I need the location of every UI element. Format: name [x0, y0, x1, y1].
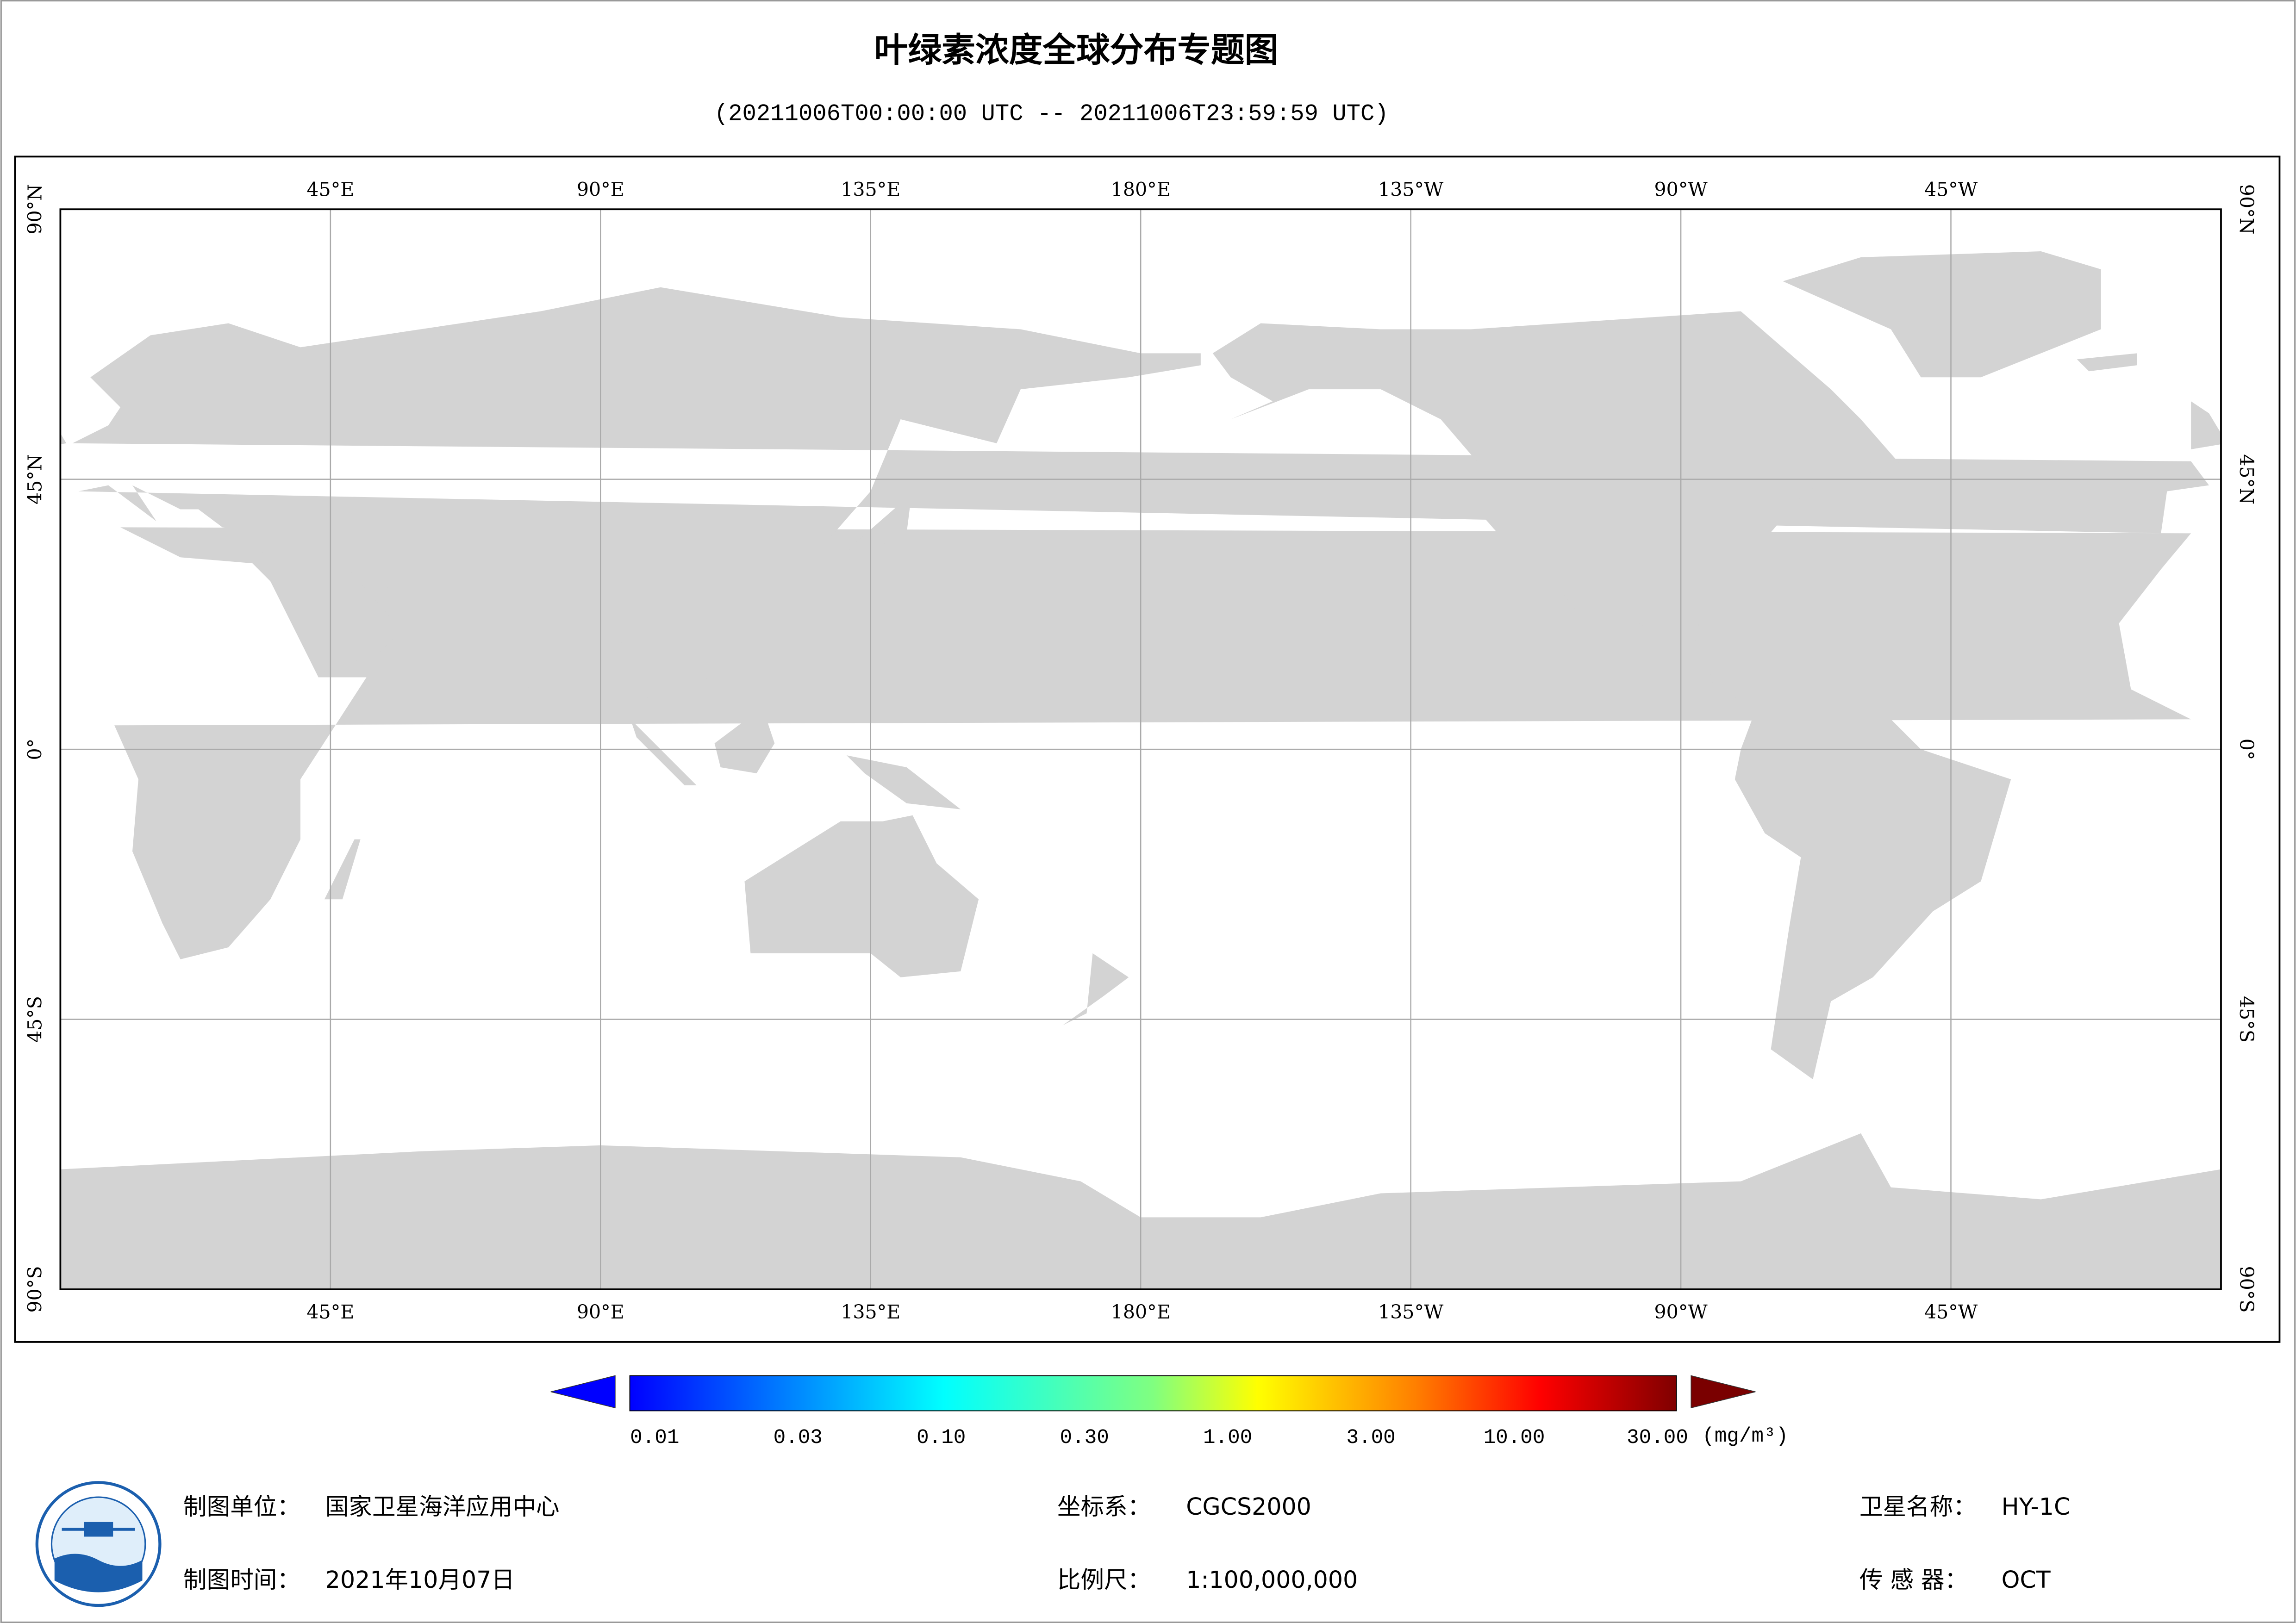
footer-value: 国家卫星海洋应用中心: [325, 1493, 560, 1520]
footer-value: HY-1C: [2002, 1493, 2071, 1520]
lat-label: 0°: [24, 739, 46, 760]
land: [2191, 401, 2221, 449]
lon-label: 90°E: [577, 1301, 624, 1323]
lon-label: 135°W: [1378, 1301, 1444, 1323]
land: [324, 839, 361, 900]
land: [846, 755, 961, 809]
lon-label: 45°E: [306, 179, 354, 201]
lat-label: 90°S: [2235, 1266, 2258, 1312]
land: [2077, 353, 2137, 372]
colorbar-ticks: 0.01 0.03 0.10 0.30 1.00 3.00 10.00 30.00: [630, 1426, 1688, 1449]
colorbar-tick-label: 30.00: [1627, 1426, 1688, 1449]
lat-label: 45°N: [24, 454, 46, 504]
lon-label: 45°W: [1924, 179, 1978, 201]
footer-label: 卫星名称：: [1859, 1493, 1977, 1520]
footer-value: 2021年10月07日: [325, 1566, 515, 1593]
land: [60, 433, 67, 445]
graticule-labels: 45°E 45°E 90°E 90°E 135°E 135°E 180°E 180°E 135°…: [24, 179, 2258, 1323]
map-border: [59, 208, 2222, 1290]
footer-value: CGCS2000: [1186, 1493, 1311, 1520]
lon-label: 90°E: [577, 179, 624, 201]
subtitle: (20211006T00:00:00 UTC -- 20211006T23:59…: [714, 101, 1389, 127]
land: [630, 719, 697, 785]
footer-label: 传 感 器：: [1859, 1566, 1968, 1593]
lon-label: 135°E: [841, 179, 900, 201]
land: [1734, 689, 2011, 1080]
colorbar: [629, 1375, 1677, 1412]
colorbar-unit: (mg/m³): [1702, 1425, 1788, 1448]
lat-label: 45°N: [2235, 454, 2258, 504]
footer-label: 坐标系：: [1057, 1493, 1151, 1520]
title: 叶绿素浓度全球分布专题图: [874, 31, 1279, 70]
footer-value: OCT: [2002, 1566, 2051, 1593]
footer-label: 制图单位：: [183, 1493, 300, 1520]
footer-value: 1:100,000,000: [1186, 1566, 1358, 1593]
land: [744, 815, 979, 977]
colorbar-over: [1691, 1375, 1756, 1409]
lon-label: 135°W: [1378, 179, 1444, 201]
land: [1212, 311, 1903, 702]
lat-label: 45°S: [24, 996, 46, 1043]
graticule: [60, 209, 2221, 1289]
lat-label: 0°: [2235, 739, 2258, 760]
colorbar-tick-label: 0.10: [917, 1426, 966, 1449]
lat-label: 45°S: [2235, 996, 2258, 1043]
logo: [35, 1481, 162, 1607]
footer-label: 比例尺：: [1057, 1566, 1151, 1593]
colorbar-tick-label: 0.03: [774, 1426, 823, 1449]
land: [714, 707, 775, 773]
land: [1783, 251, 2101, 378]
colorbar-tick-label: 0.30: [1060, 1426, 1109, 1449]
lon-label: 90°W: [1654, 1301, 1708, 1323]
lat-label: 90°N: [2235, 184, 2258, 235]
colorbar-tick-label: 3.00: [1346, 1426, 1395, 1449]
lon-label: 180°E: [1111, 1301, 1171, 1323]
lat-label: 90°S: [24, 1266, 46, 1312]
map-frame: [14, 155, 2281, 1343]
colorbar-tick-label: 10.00: [1484, 1426, 1545, 1449]
lon-label: 45°W: [1924, 1301, 1978, 1323]
land: [1062, 953, 1129, 1026]
footer-label: 制图时间：: [183, 1566, 300, 1593]
lon-label: 135°E: [841, 1301, 900, 1323]
lon-label: 90°W: [1654, 179, 1708, 201]
colorbar-tick-label: 1.00: [1203, 1426, 1252, 1449]
lat-label: 90°N: [24, 184, 46, 235]
lon-label: 180°E: [1111, 179, 1171, 201]
colorbar-tick-label: 0.01: [630, 1426, 679, 1449]
colorbar-under: [550, 1375, 616, 1409]
lon-label: 45°E: [306, 1301, 354, 1323]
